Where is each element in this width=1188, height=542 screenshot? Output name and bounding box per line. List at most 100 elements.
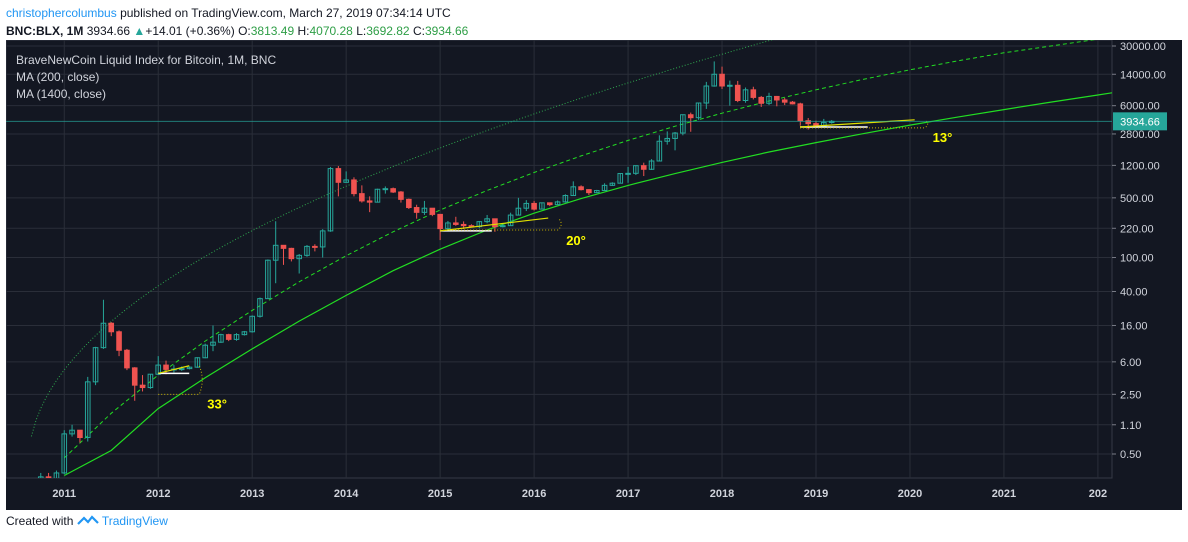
x-tick-label: 2014 <box>334 488 359 500</box>
candle-body <box>312 245 318 248</box>
candle-body <box>672 132 678 139</box>
open-label: O: <box>238 24 251 38</box>
ma200-legend[interactable]: MA (200, close) <box>16 70 100 84</box>
tradingview-brand-link[interactable]: TradingView <box>101 514 168 528</box>
angle-label: 33° <box>207 396 227 411</box>
candle-body <box>343 179 349 183</box>
candle-body <box>37 476 44 478</box>
ma1400-legend[interactable]: MA (1400, close) <box>16 87 107 101</box>
candle-body <box>327 168 334 232</box>
candle-body <box>272 244 279 261</box>
candle-body <box>695 102 702 119</box>
y-tick-label: 6000.00 <box>1120 101 1160 113</box>
low-value: 3692.82 <box>366 24 410 38</box>
candlestick-chart[interactable]: 2011 2012 2013 2014 2015 2016 2017 2018 2019 2020… <box>6 40 1182 510</box>
candle-body <box>319 230 326 248</box>
candle-body <box>789 101 796 105</box>
candle-body <box>429 207 436 215</box>
high-value: 4070.28 <box>309 24 353 38</box>
y-tick-label: 2800.00 <box>1120 129 1160 141</box>
y-tick-label: 30000.00 <box>1120 41 1166 53</box>
candle-body <box>719 73 725 87</box>
x-tick-label: 2012 <box>146 488 170 500</box>
plot-border <box>6 40 1113 479</box>
candle-body <box>69 429 75 435</box>
plot-area: 33° 20° 13° <box>30 40 1112 478</box>
x-tick-label: 2013 <box>240 488 264 500</box>
candle-body <box>257 298 263 317</box>
candle-body <box>750 89 757 98</box>
candle-body <box>421 207 428 213</box>
ohlc-line: BNC:BLX, 1M 3934.66 ▲+14.01 (+0.36%) O:3… <box>6 22 1182 40</box>
candle-body <box>390 188 396 193</box>
candle-body <box>186 366 193 370</box>
candle-body <box>734 84 741 102</box>
candle-body <box>774 95 780 101</box>
candle-body <box>727 84 733 87</box>
y-tick-label: 0.50 <box>1120 449 1141 461</box>
y-tick-label: 500.00 <box>1120 193 1154 205</box>
x-tick-label: 2015 <box>428 488 452 500</box>
candle-body <box>586 189 592 194</box>
candle-body <box>139 384 146 389</box>
y-tick-label: 14000.00 <box>1120 69 1166 81</box>
low-label: L: <box>356 24 367 38</box>
publish-line: christophercolumbus published on Trading… <box>6 4 1182 22</box>
candle-body <box>554 201 561 206</box>
candle-body <box>445 222 451 230</box>
x-tick-label: 2016 <box>522 488 546 500</box>
candle-body <box>781 99 788 103</box>
x-tick-label: 202 <box>1089 488 1107 500</box>
y-tick-label: 1200.00 <box>1120 160 1160 172</box>
candle-body <box>61 433 68 474</box>
candle-body <box>406 198 412 209</box>
open-value: 3813.49 <box>250 24 295 38</box>
candle-body <box>821 121 827 127</box>
projection-arc <box>30 40 774 437</box>
candle-body <box>147 373 154 389</box>
candle-body <box>280 244 287 249</box>
candle-body <box>453 222 459 225</box>
candle-body <box>617 173 624 184</box>
candle-body <box>711 73 718 87</box>
chart-panel[interactable]: 2011 2012 2013 2014 2015 2016 2017 2018 2019 2020… <box>6 40 1182 510</box>
candle-body <box>633 165 639 174</box>
candle-body <box>656 140 663 162</box>
candle-body <box>178 368 185 371</box>
candle-body <box>374 188 381 203</box>
candle-body <box>578 186 584 191</box>
candle-body <box>413 207 420 213</box>
x-tick-label: 2019 <box>804 488 828 500</box>
angle-label: 13° <box>933 130 953 145</box>
candle-body <box>53 472 60 478</box>
candle-body <box>265 259 271 300</box>
candle-body <box>163 364 169 370</box>
last-price-badge <box>1113 112 1167 131</box>
candle-body <box>515 207 522 216</box>
candle-body <box>77 429 83 439</box>
candle-body <box>664 137 671 142</box>
candle-body <box>225 334 232 340</box>
candle-body <box>625 172 631 175</box>
candle-body <box>680 114 686 134</box>
x-tick-label: 2021 <box>992 488 1016 500</box>
candle-body <box>523 202 530 209</box>
angle-slope <box>158 365 190 374</box>
y-tick-label: 16.00 <box>1120 320 1148 332</box>
created-with-text: Created with <box>6 514 74 528</box>
candle-body <box>202 344 209 359</box>
x-tick-label: 2011 <box>52 488 76 500</box>
candle-body <box>609 182 616 186</box>
close-label: C: <box>412 24 425 38</box>
candle-body <box>288 247 295 260</box>
candle-body <box>640 165 647 170</box>
candle-body <box>492 218 498 228</box>
last-price-label: 3934.66 <box>1120 116 1160 128</box>
candle-body <box>84 381 91 439</box>
angle-label: 20° <box>566 233 586 248</box>
author-link[interactable]: christophercolumbus <box>6 6 117 20</box>
candle-body <box>797 103 804 122</box>
candle-body <box>507 214 514 227</box>
candle-body <box>233 334 240 340</box>
candle-body <box>108 322 115 333</box>
